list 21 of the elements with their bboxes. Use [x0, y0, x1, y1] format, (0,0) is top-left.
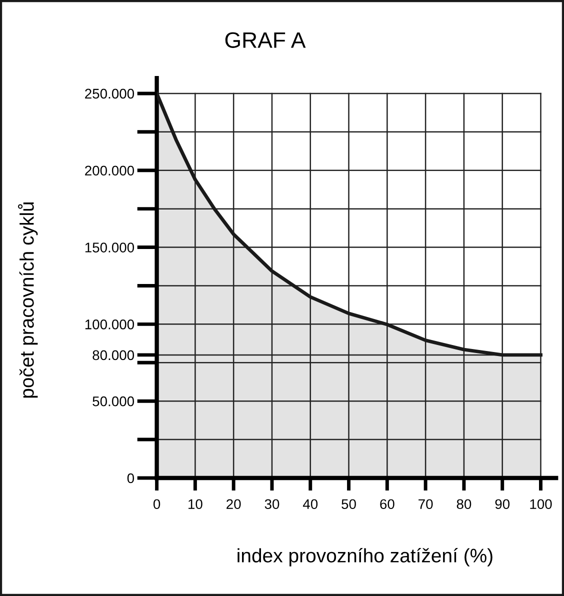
x-tick-label: 90	[495, 499, 510, 510]
x-tick-label: 30	[264, 499, 280, 510]
x-tick-label: 0	[153, 499, 160, 510]
y-tick-label: 100.000	[85, 320, 134, 330]
x-tick-label: 10	[188, 499, 202, 510]
x-tick-label: 70	[418, 499, 433, 510]
x-tick-label: 20	[226, 499, 241, 510]
y-tick-label: 0	[127, 473, 134, 484]
x-tick-label: 40	[302, 499, 318, 510]
y-tick-label: 150.000	[85, 242, 134, 252]
y-tick-label: 50.000	[92, 396, 134, 406]
x-tick-label: 100	[530, 499, 552, 510]
y-tick-label: 80.000	[92, 350, 134, 360]
y-tick-label: 250.000	[85, 88, 134, 99]
x-tick-label: 50	[342, 499, 356, 510]
x-tick-label: 80	[456, 499, 472, 510]
chart-title: GRAF A	[225, 32, 306, 48]
x-tick-label: 60	[380, 499, 394, 510]
y-axis-title: počet pracovních cyklů	[18, 202, 38, 398]
x-axis-title: index provozního zatížení (%)	[238, 548, 492, 566]
y-tick-label: 200.000	[85, 166, 134, 176]
